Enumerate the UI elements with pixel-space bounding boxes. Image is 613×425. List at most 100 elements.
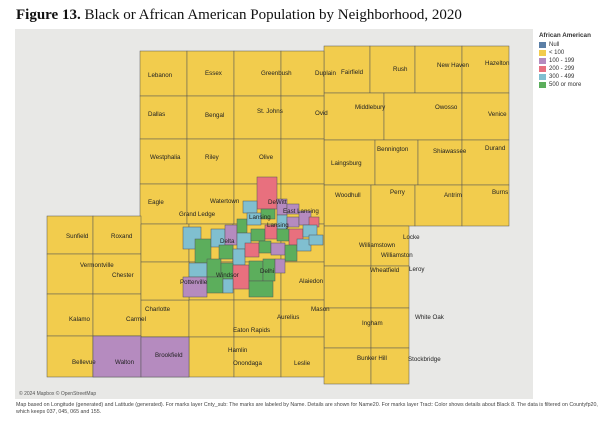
census-tract[interactable] — [188, 262, 208, 278]
census-tract[interactable] — [258, 240, 272, 254]
subdivision-labels: Lebanon Essex Greenbush Duplain Fairfield Rus… — [66, 60, 510, 367]
census-tract[interactable] — [218, 244, 234, 260]
census-tract[interactable] — [232, 248, 246, 266]
map-attribution: © 2024 Mapbox © OpenStreetMap — [19, 391, 97, 397]
subdivision-cell[interactable] — [139, 138, 188, 185]
census-tract[interactable] — [206, 276, 224, 294]
subdivision-cell[interactable] — [46, 215, 94, 255]
subdivision-cell[interactable] — [188, 299, 235, 338]
census-tract[interactable] — [276, 228, 290, 242]
subdivision-label: Onondaga — [233, 360, 262, 367]
subdivision-cell[interactable] — [280, 138, 325, 185]
subdivision-cell[interactable] — [233, 299, 282, 338]
subdivision-cell[interactable] — [323, 307, 372, 349]
subdivision-label: White Oak — [415, 314, 445, 321]
subdivision-cell[interactable] — [233, 50, 282, 97]
subdivision-cell[interactable] — [323, 265, 372, 309]
legend-label: < 100 — [549, 50, 565, 56]
census-tract[interactable] — [260, 208, 276, 220]
subdivision-label: Carmel — [126, 316, 146, 323]
subdivision-label: Westphalia — [150, 154, 181, 161]
subdivision-cell[interactable] — [323, 92, 385, 141]
subdivision-cell[interactable] — [370, 347, 410, 385]
subdivision-cell[interactable] — [280, 50, 325, 97]
legend-item[interactable]: 500 or more — [539, 81, 611, 89]
legend-swatch — [539, 42, 546, 48]
subdivision-cell[interactable] — [139, 95, 188, 140]
subdivision-label: Laingsburg — [331, 160, 362, 167]
subdivision-cell[interactable] — [233, 95, 282, 140]
subdivision-cell[interactable] — [140, 223, 190, 263]
figure-title-text: Black or African American Population by … — [80, 7, 462, 23]
census-tract[interactable] — [308, 234, 324, 246]
legend-item[interactable]: 100 - 199 — [539, 57, 611, 65]
subdivision-cell[interactable] — [92, 253, 142, 295]
census-tract[interactable] — [274, 258, 286, 274]
subdivision-cell[interactable] — [140, 299, 190, 338]
subdivision-cell[interactable] — [139, 50, 188, 97]
subdivision-label: Owosso — [435, 104, 458, 111]
legend-items: Null < 100 100 - 199 200 - 299 300 - 499 500 … — [539, 41, 611, 89]
census-tract[interactable] — [222, 278, 234, 294]
subdivision-cell[interactable] — [323, 347, 372, 385]
legend-item[interactable]: 200 - 299 — [539, 65, 611, 73]
subdivision-cell[interactable] — [46, 293, 94, 337]
subdivision-cell[interactable] — [92, 293, 142, 337]
subdivision-label: Williamston — [381, 252, 413, 259]
subdivision-cell[interactable] — [280, 95, 325, 140]
subdivision-cell[interactable] — [323, 45, 371, 94]
subdivision-cell[interactable] — [46, 335, 94, 378]
subdivision-cell[interactable] — [369, 45, 416, 94]
census-tract[interactable] — [244, 242, 260, 258]
subdivision-label: Hamlin — [228, 347, 248, 354]
census-tract[interactable] — [242, 200, 258, 214]
subdivision-cell[interactable] — [280, 336, 325, 378]
subdivision-cell[interactable] — [461, 184, 510, 227]
subdivision-cell[interactable] — [370, 265, 410, 309]
subdivision-label: Mason — [311, 306, 330, 313]
legend-item[interactable]: < 100 — [539, 49, 611, 57]
subdivision-cell[interactable] — [186, 183, 235, 225]
subdivision-cell[interactable] — [186, 50, 235, 97]
subdivision-cell[interactable] — [370, 307, 410, 349]
subdivision-cell[interactable] — [370, 225, 410, 267]
subdivision-cell[interactable] — [383, 92, 463, 141]
census-tract[interactable] — [248, 280, 274, 298]
subdivision-cell[interactable] — [280, 261, 325, 301]
subdivision-label: Eaton Rapids — [233, 327, 270, 334]
census-tract[interactable] — [284, 244, 298, 262]
legend-label: 200 - 299 — [549, 66, 575, 72]
subdivision-cell[interactable] — [186, 138, 235, 185]
subdivision-label: Durand — [485, 145, 506, 152]
subdivision-label: Shiawassee — [433, 148, 467, 155]
subdivision-cell[interactable] — [461, 139, 510, 186]
legend-swatch — [539, 66, 546, 72]
census-tract[interactable] — [250, 228, 266, 242]
map-canvas[interactable]: Lebanon Essex Greenbush Duplain Fairfield Rus… — [15, 29, 533, 399]
subdivision-cell[interactable] — [414, 45, 463, 94]
subdivision-cell[interactable] — [461, 45, 510, 94]
subdivision-label: Ingham — [362, 320, 383, 327]
subdivision-label: Bellevue — [72, 359, 96, 366]
subdivision-cell[interactable] — [417, 139, 463, 186]
subdivision-label: Aurelius — [277, 314, 299, 321]
subdivision-cell[interactable] — [46, 253, 94, 295]
subdivision-cell[interactable] — [188, 336, 235, 378]
legend-item[interactable]: 300 - 499 — [539, 73, 611, 81]
subdivision-cell[interactable] — [323, 184, 372, 227]
census-tract[interactable] — [270, 242, 286, 256]
subdivision-label: Hazelton — [485, 60, 510, 67]
map[interactable]: Lebanon Essex Greenbush Duplain Fairfield Rus… — [15, 29, 533, 399]
census-tract[interactable] — [286, 203, 300, 215]
subdivision-cell[interactable] — [140, 336, 190, 378]
subdivision-cell[interactable] — [92, 335, 142, 378]
census-tract[interactable] — [286, 216, 300, 228]
subdivision-cell[interactable] — [233, 336, 282, 378]
legend-item[interactable]: Null — [539, 41, 611, 49]
subdivision-cell[interactable] — [186, 95, 235, 140]
census-tract[interactable] — [236, 218, 248, 234]
subdivision-cell[interactable] — [414, 184, 463, 227]
subdivision-cell[interactable] — [139, 183, 188, 225]
subdivision-label: Bengal — [205, 112, 224, 119]
subdivision-cell[interactable] — [370, 184, 416, 227]
